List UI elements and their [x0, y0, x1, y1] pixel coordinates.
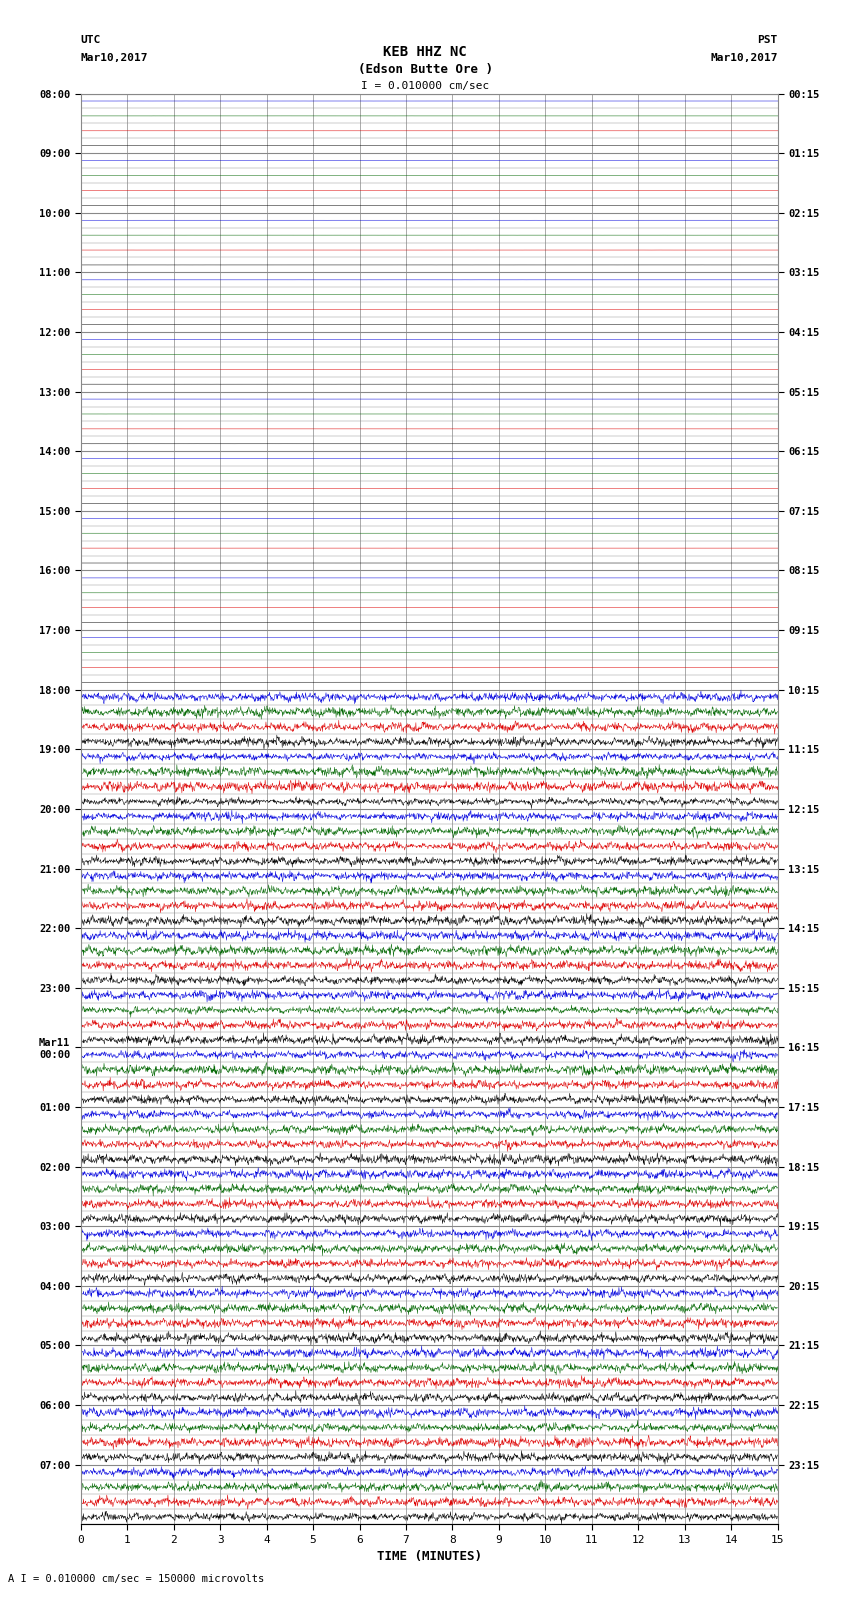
Text: PST: PST — [757, 35, 778, 45]
X-axis label: TIME (MINUTES): TIME (MINUTES) — [377, 1550, 482, 1563]
Text: I = 0.010000 cm/sec: I = 0.010000 cm/sec — [361, 81, 489, 90]
Text: A I = 0.010000 cm/sec = 150000 microvolts: A I = 0.010000 cm/sec = 150000 microvolt… — [8, 1574, 264, 1584]
Text: UTC: UTC — [81, 35, 101, 45]
Text: Mar10,2017: Mar10,2017 — [711, 53, 778, 63]
Text: KEB HHZ NC: KEB HHZ NC — [383, 45, 467, 60]
Text: (Edson Butte Ore ): (Edson Butte Ore ) — [358, 63, 492, 76]
Text: Mar10,2017: Mar10,2017 — [81, 53, 148, 63]
